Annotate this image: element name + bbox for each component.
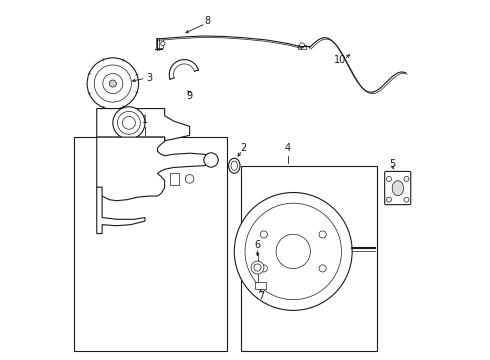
Circle shape [113,107,145,139]
Circle shape [251,261,264,274]
Circle shape [387,197,392,202]
Ellipse shape [231,161,238,170]
Text: 8: 8 [204,16,211,26]
Bar [74,137,227,351]
Text: 4: 4 [285,143,291,153]
Circle shape [204,153,218,167]
Circle shape [254,264,261,271]
Circle shape [87,58,139,109]
Bar [255,282,266,289]
Ellipse shape [392,181,404,196]
Circle shape [118,111,140,134]
Polygon shape [97,109,190,141]
FancyBboxPatch shape [385,171,411,204]
Text: 7: 7 [258,291,264,301]
Text: 10: 10 [334,55,346,65]
Circle shape [404,176,409,181]
Bar [242,166,377,351]
Ellipse shape [228,158,240,173]
Polygon shape [97,187,145,234]
Text: 6: 6 [254,240,261,250]
Circle shape [122,116,135,129]
Circle shape [276,234,310,269]
Circle shape [387,176,392,181]
Text: 1: 1 [142,114,148,125]
Circle shape [319,265,326,272]
Text: 2: 2 [240,143,246,153]
Circle shape [103,73,123,94]
Circle shape [260,265,268,272]
Circle shape [404,197,409,202]
Circle shape [185,175,194,183]
Text: 3: 3 [147,73,153,83]
Bar [170,173,179,185]
Circle shape [94,65,131,102]
Circle shape [245,203,342,300]
Text: 9: 9 [187,91,193,101]
Text: 5: 5 [390,159,395,169]
Circle shape [161,41,165,46]
Circle shape [300,43,305,48]
Circle shape [234,193,352,310]
Bar [298,45,306,49]
Bar [156,38,163,48]
Circle shape [319,231,326,238]
Circle shape [109,80,117,87]
Polygon shape [97,137,211,201]
Circle shape [260,231,268,238]
